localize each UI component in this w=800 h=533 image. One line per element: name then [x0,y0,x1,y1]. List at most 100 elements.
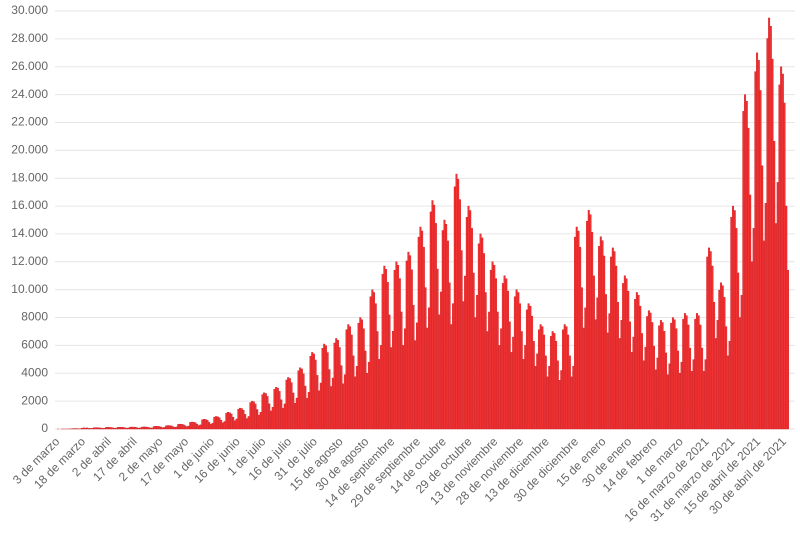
bar [470,228,473,430]
bar [355,366,358,430]
bar [362,328,365,430]
bar [465,217,468,430]
bar [709,251,712,430]
bar [548,366,551,430]
bar [403,328,406,430]
bar [94,427,97,430]
y-tick-label: 28.000 [11,31,48,45]
bar [268,403,271,430]
bar [469,210,472,430]
bar [194,422,197,430]
bar [271,407,274,430]
bar [438,314,441,430]
bar [692,359,695,430]
bar [725,326,728,430]
bar [113,427,116,430]
bar [256,409,259,430]
bar [228,412,231,430]
bar [496,311,499,430]
bar [306,398,309,430]
bar [637,294,640,430]
bar [127,427,130,430]
bar [769,25,772,430]
bar [89,428,92,430]
bar [429,211,432,430]
bar [498,345,501,430]
bar [132,426,135,430]
bar [99,427,102,430]
bar [764,203,767,430]
bar [397,264,400,430]
y-tick-label: 16.000 [11,198,48,212]
bar [501,283,504,430]
bar [314,359,317,430]
bar [144,426,147,430]
bar [273,389,276,430]
bar [125,427,128,430]
bar [206,420,209,430]
bar [446,240,449,430]
bar [670,322,673,430]
bar [450,324,453,430]
bar [247,416,250,430]
bar [563,324,566,430]
bar [522,359,525,430]
bar [361,319,363,430]
bar [367,361,370,430]
bar [587,210,590,430]
bar [148,427,151,430]
bar [385,269,388,430]
bar [170,425,173,430]
bar [716,320,719,430]
bar [282,407,284,430]
bar [189,422,192,430]
bar [165,425,168,430]
bar [678,373,681,430]
bar [781,73,784,430]
bar [532,341,535,430]
bar [378,359,381,430]
y-tick-label: 6000 [21,338,48,352]
bar [546,376,549,430]
bar [484,292,487,430]
bar [654,369,657,430]
bar [431,200,434,430]
bar [443,219,446,430]
bar [208,421,211,430]
bar [98,427,101,430]
bar [376,331,379,430]
bar [646,316,649,430]
bar [209,423,212,430]
bar [340,365,343,430]
bar [103,427,106,430]
bar [326,352,329,430]
bar [366,373,369,430]
bar [448,282,451,430]
bar [338,347,341,430]
bar [723,297,726,430]
bar [263,392,266,430]
bar [531,315,534,430]
bar [390,347,393,430]
bar [84,427,87,430]
bar [299,367,302,430]
bar [622,283,625,430]
bar [445,223,448,430]
bar [410,269,413,430]
bar [553,333,556,430]
bar [245,418,248,430]
bar [249,402,252,430]
bar [371,289,374,430]
bar [586,220,589,430]
y-tick-label: 4000 [21,365,48,379]
bar [699,324,702,430]
bar [644,346,647,430]
bar [604,294,607,430]
bar [331,377,334,430]
bar [359,317,362,430]
bar [93,427,96,430]
bar [632,336,635,430]
bar [766,38,769,430]
bar [416,322,418,430]
